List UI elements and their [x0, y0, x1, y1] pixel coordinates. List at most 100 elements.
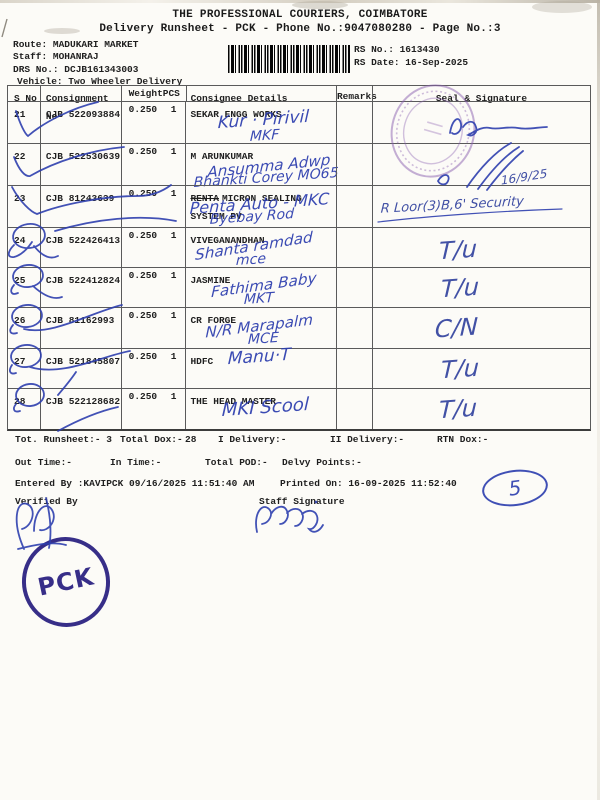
row-consignment: CJB 81162993: [45, 315, 115, 326]
row-consignee: JASMINE: [190, 275, 231, 286]
col-header-sno: S No: [14, 93, 37, 104]
row-weight: 0.250: [128, 146, 158, 157]
col-header-remarks: Remarks: [336, 91, 377, 102]
route-line: Route: MADUKARI MARKET: [13, 39, 139, 50]
row-weight: 0.250: [128, 310, 158, 321]
row-pcs: 1: [170, 104, 177, 115]
pck-round-stamp: PCK: [13, 528, 119, 636]
row-consignment: CJB 522426413: [45, 235, 121, 246]
row-sno: 26: [14, 315, 26, 326]
circled-number-stamp: 5: [480, 466, 550, 510]
row-sno: 23: [14, 193, 26, 204]
row-consignment: CJB 81243639: [45, 193, 115, 204]
out-time: Out Time:-: [15, 457, 73, 468]
pck-stamp-text: PCK: [35, 562, 97, 602]
rs-date-line: RS Date: 16-Sep-2025: [354, 57, 469, 68]
table-row: 22 CJB 522530639 0.250 1 M ARUNKUMAR Ansu…: [8, 143, 590, 191]
page-subtitle: Delivery Runsheet - PCK - Phone No.:9047…: [99, 23, 501, 35]
table-row: 24 CJB 522426413 0.250 1 VIVEGANANDHAN Sh…: [8, 227, 590, 269]
staff-signature-label: Staff Signature: [259, 496, 345, 507]
in-time: In Time:-: [110, 457, 162, 468]
col-header-consignee: Consignee Details: [190, 93, 288, 104]
table-row: 25 CJB 522412824 0.250 1 JASMINE Fathima …: [8, 267, 590, 309]
row-weight: 0.250: [128, 230, 158, 241]
row-pcs: 1: [170, 230, 177, 241]
total-pod: Total POD:-: [205, 457, 268, 468]
runsheet-table: S No Consignment No Weight PCS Consignee …: [7, 85, 591, 431]
table-row: 28 CJB 522128682 0.250 1 THE HEAD MASTER …: [8, 388, 590, 429]
entered-by: Entered By :KAVIPCK 09/16/2025 11:51:40 …: [15, 478, 255, 489]
row-remarks: [335, 389, 372, 429]
row-pcs: 1: [170, 146, 177, 157]
row-remarks: [335, 102, 372, 143]
handwritten-note: Manu·T: [227, 344, 292, 370]
handwritten-seal-note: T/u: [440, 353, 480, 385]
drs-no-line: DRS No.: DCJB161343003: [13, 64, 139, 75]
handwritten-seal-note: T/u: [438, 234, 478, 266]
row-sno: 22: [14, 151, 26, 162]
row-consignee: HDFC: [190, 356, 214, 367]
rtn-dox: RTN Dox:-: [437, 434, 489, 445]
vehicle-line: Vehicle: Two Wheeler Delivery: [17, 76, 183, 87]
row-sno: 21: [14, 109, 26, 120]
ii-delivery: II Delivery:-: [330, 434, 405, 445]
row-pcs: 1: [170, 188, 177, 199]
row-weight: 0.250: [128, 188, 158, 199]
row-sno: 27: [14, 356, 26, 367]
row-sno: 25: [14, 275, 26, 286]
col-header-weight: Weight: [128, 88, 163, 99]
rs-no-line: RS No.: 1613430: [354, 44, 440, 55]
staff-line: Staff: MOHANRAJ: [13, 51, 99, 62]
handwritten-note: MKT: [244, 289, 275, 309]
row-weight: 0.250: [128, 270, 158, 281]
row-pcs: 1: [170, 391, 177, 402]
row-pcs: 1: [170, 270, 177, 281]
row-remarks: [335, 228, 372, 267]
circled-number: 5: [507, 475, 523, 501]
row-remarks: [335, 349, 372, 388]
i-delivery: I Delivery:-: [218, 434, 287, 445]
handwritten-seal-note: T/u: [438, 393, 478, 425]
table-row: 21 CJB 522093884 0.250 1 SEKAR ENGG WORKS…: [8, 101, 590, 145]
row-consignee: VIVEGANANDHAN: [190, 235, 265, 246]
row-sno: 24: [14, 235, 26, 246]
row-pcs: 1: [170, 351, 177, 362]
table-row: 26 CJB 81162993 0.250 1 CR FORGE N/R Mara…: [8, 307, 590, 348]
barcode: [228, 45, 350, 73]
row-sno: 28: [14, 396, 26, 407]
staff-signature: [255, 505, 324, 533]
row-consignment: CJB 522530639: [45, 151, 121, 162]
row-consignee: CR FORGE: [190, 315, 237, 326]
scan-edge-top: [0, 0, 600, 3]
row-consignee: M ARUNKUMAR: [190, 151, 254, 162]
row-consignment: CJB 522128682: [45, 396, 121, 407]
verified-by-label: Verified By: [15, 496, 78, 507]
total-runsheet: Tot. Runsheet:- 3: [15, 434, 112, 445]
printed-on: Printed On: 16-09-2025 11:52:40: [280, 478, 457, 489]
row-remarks: [335, 308, 372, 348]
col-header-seal: Seal & Signature: [435, 93, 528, 104]
table-row: 23 CJB 81243639 0.250 1 RENTA MICRON SEALI…: [8, 185, 590, 228]
row-consignment: CJB 521845807: [45, 356, 121, 367]
col-header-pcs: PCS: [162, 88, 180, 99]
row-consignee: MICRON SEALING SYSTEM PV: [190, 193, 302, 222]
handwritten-seal-note: R Loor(3)B,6' Security: [380, 194, 524, 217]
row-consignment: CJB 522093884: [45, 109, 121, 120]
handwritten-seal-note: C/N: [434, 312, 479, 344]
row-consignee: SEKAR ENGG WORKS: [190, 109, 282, 120]
page-title: THE PROFESSIONAL COURIERS, COIMBATORE: [172, 9, 428, 21]
row-pcs: 1: [170, 310, 177, 321]
struck-word: RENTA: [190, 193, 219, 204]
row-weight: 0.250: [128, 351, 158, 362]
row-consignment: CJB 522412824: [45, 275, 121, 286]
row-consignee: THE HEAD MASTER: [190, 396, 276, 407]
row-weight: 0.250: [128, 391, 158, 402]
total-dox-value: 28: [185, 434, 197, 445]
row-weight: 0.250: [128, 104, 158, 115]
delvy-points: Delvy Points:-: [282, 457, 362, 468]
table-row: 27 CJB 521845807 0.250 1 HDFC Manu·T T/u: [8, 344, 590, 388]
row-remarks: [335, 186, 372, 227]
row-remarks: [335, 144, 372, 185]
row-remarks: [335, 268, 372, 307]
